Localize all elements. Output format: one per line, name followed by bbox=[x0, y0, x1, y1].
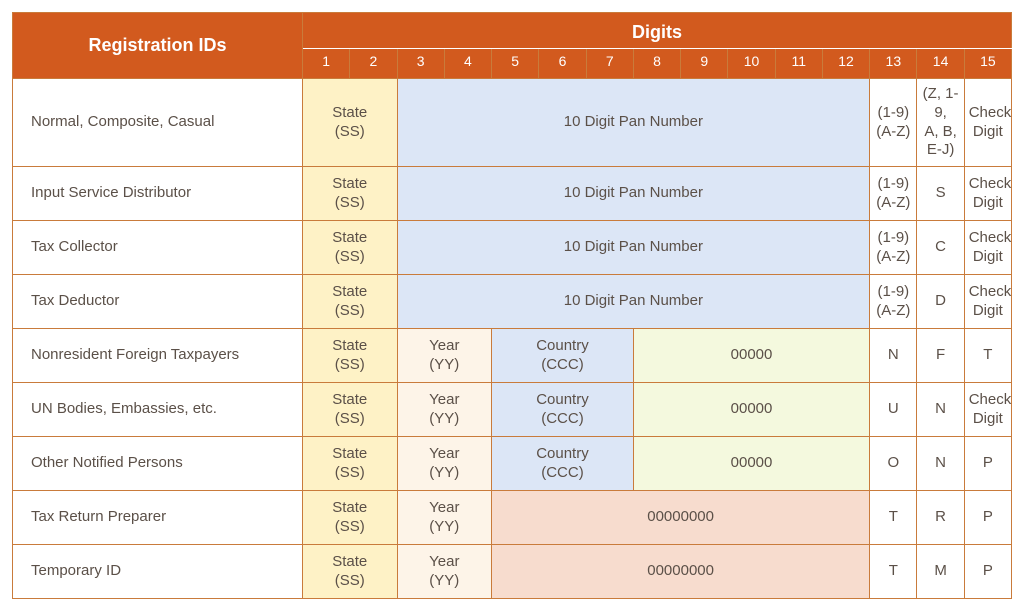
cell-d13: (1-9)(A-Z) bbox=[870, 167, 917, 221]
cell-state: State(SS) bbox=[303, 329, 398, 383]
digit-col-10: 10 bbox=[728, 48, 775, 79]
digit-col-4: 4 bbox=[444, 48, 491, 79]
digit-col-5: 5 bbox=[492, 48, 539, 79]
cell-d13: (1-9)(A-Z) bbox=[870, 79, 917, 167]
table-row: Other Notified PersonsState(SS)Year(YY)C… bbox=[13, 437, 1012, 491]
digit-col-14: 14 bbox=[917, 48, 964, 79]
cell-state: State(SS) bbox=[303, 221, 398, 275]
cell-d14: R bbox=[917, 491, 964, 545]
row-label: Tax Return Preparer bbox=[13, 491, 303, 545]
cell-country: Country(CCC) bbox=[492, 329, 634, 383]
digit-col-8: 8 bbox=[633, 48, 680, 79]
table-body: Normal, Composite, CasualState(SS)10 Dig… bbox=[13, 79, 1012, 599]
cell-d13: T bbox=[870, 545, 917, 599]
cell-zeros: 00000 bbox=[633, 383, 869, 437]
cell-d15: CheckDigit bbox=[964, 221, 1011, 275]
cell-d14: M bbox=[917, 545, 964, 599]
cell-zeros: 00000 bbox=[633, 329, 869, 383]
header-registration-ids: Registration IDs bbox=[13, 13, 303, 79]
digit-col-9: 9 bbox=[681, 48, 728, 79]
digit-col-12: 12 bbox=[822, 48, 869, 79]
cell-d14: S bbox=[917, 167, 964, 221]
cell-year: Year(YY) bbox=[397, 437, 492, 491]
digit-col-6: 6 bbox=[539, 48, 586, 79]
cell-d13: N bbox=[870, 329, 917, 383]
cell-zeros: 00000 bbox=[633, 437, 869, 491]
cell-year: Year(YY) bbox=[397, 329, 492, 383]
cell-d13: T bbox=[870, 491, 917, 545]
table-row: Tax DeductorState(SS)10 Digit Pan Number… bbox=[13, 275, 1012, 329]
cell-year: Year(YY) bbox=[397, 383, 492, 437]
cell-state: State(SS) bbox=[303, 167, 398, 221]
cell-d13: O bbox=[870, 437, 917, 491]
header-digits: Digits bbox=[303, 13, 1012, 49]
cell-d15: CheckDigit bbox=[964, 383, 1011, 437]
row-label: Tax Deductor bbox=[13, 275, 303, 329]
cell-year: Year(YY) bbox=[397, 491, 492, 545]
cell-d14: N bbox=[917, 383, 964, 437]
row-label: Nonresident Foreign Taxpayers bbox=[13, 329, 303, 383]
digit-col-13: 13 bbox=[870, 48, 917, 79]
cell-d15: P bbox=[964, 437, 1011, 491]
cell-pan: 10 Digit Pan Number bbox=[397, 167, 870, 221]
cell-d14: (Z, 1-9,A, B, E-J) bbox=[917, 79, 964, 167]
row-label: Normal, Composite, Casual bbox=[13, 79, 303, 167]
cell-d15: P bbox=[964, 545, 1011, 599]
cell-country: Country(CCC) bbox=[492, 383, 634, 437]
cell-d15: P bbox=[964, 491, 1011, 545]
cell-country: Country(CCC) bbox=[492, 437, 634, 491]
cell-pan: 10 Digit Pan Number bbox=[397, 275, 870, 329]
digit-col-2: 2 bbox=[350, 48, 397, 79]
row-label: Input Service Distributor bbox=[13, 167, 303, 221]
digit-col-7: 7 bbox=[586, 48, 633, 79]
cell-pan: 10 Digit Pan Number bbox=[397, 79, 870, 167]
table-row: Tax CollectorState(SS)10 Digit Pan Numbe… bbox=[13, 221, 1012, 275]
cell-d15: CheckDigit bbox=[964, 79, 1011, 167]
cell-state: State(SS) bbox=[303, 383, 398, 437]
table-header: Registration IDs Digits 1 2 3 4 5 6 7 8 … bbox=[13, 13, 1012, 79]
table-row: Input Service DistributorState(SS)10 Dig… bbox=[13, 167, 1012, 221]
cell-state: State(SS) bbox=[303, 491, 398, 545]
digit-col-15: 15 bbox=[964, 48, 1011, 79]
row-label: Other Notified Persons bbox=[13, 437, 303, 491]
registration-ids-table: Registration IDs Digits 1 2 3 4 5 6 7 8 … bbox=[12, 12, 1012, 599]
cell-d14: N bbox=[917, 437, 964, 491]
cell-d15: CheckDigit bbox=[964, 275, 1011, 329]
cell-state: State(SS) bbox=[303, 275, 398, 329]
cell-d14: F bbox=[917, 329, 964, 383]
table-row: Normal, Composite, CasualState(SS)10 Dig… bbox=[13, 79, 1012, 167]
cell-year: Year(YY) bbox=[397, 545, 492, 599]
cell-zeros: 00000000 bbox=[492, 545, 870, 599]
table-row: Temporary IDState(SS)Year(YY)00000000TMP bbox=[13, 545, 1012, 599]
cell-d13: U bbox=[870, 383, 917, 437]
digit-col-3: 3 bbox=[397, 48, 444, 79]
row-label: Temporary ID bbox=[13, 545, 303, 599]
table-row: Nonresident Foreign TaxpayersState(SS)Ye… bbox=[13, 329, 1012, 383]
cell-state: State(SS) bbox=[303, 79, 398, 167]
cell-d14: D bbox=[917, 275, 964, 329]
table-row: UN Bodies, Embassies, etc.State(SS)Year(… bbox=[13, 383, 1012, 437]
cell-d15: CheckDigit bbox=[964, 167, 1011, 221]
table-row: Tax Return PreparerState(SS)Year(YY)0000… bbox=[13, 491, 1012, 545]
cell-state: State(SS) bbox=[303, 437, 398, 491]
digit-col-11: 11 bbox=[775, 48, 822, 79]
cell-pan: 10 Digit Pan Number bbox=[397, 221, 870, 275]
row-label: Tax Collector bbox=[13, 221, 303, 275]
cell-d13: (1-9)(A-Z) bbox=[870, 221, 917, 275]
cell-zeros: 00000000 bbox=[492, 491, 870, 545]
row-label: UN Bodies, Embassies, etc. bbox=[13, 383, 303, 437]
digit-col-1: 1 bbox=[303, 48, 350, 79]
cell-d15: T bbox=[964, 329, 1011, 383]
cell-d13: (1-9)(A-Z) bbox=[870, 275, 917, 329]
cell-state: State(SS) bbox=[303, 545, 398, 599]
cell-d14: C bbox=[917, 221, 964, 275]
